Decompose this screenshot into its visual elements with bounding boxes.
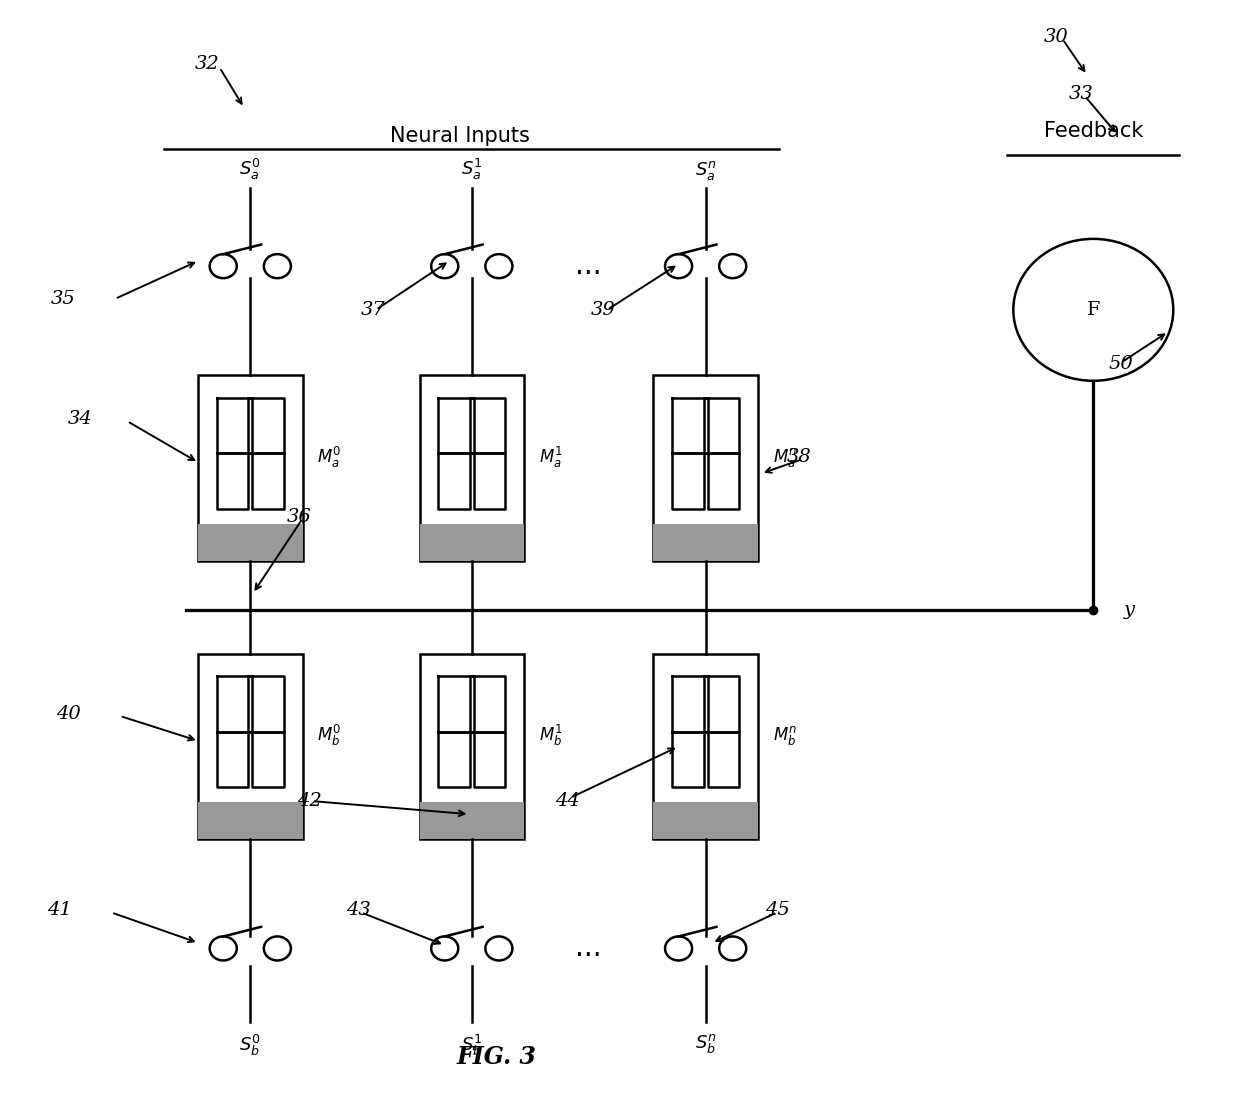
Text: y: y <box>1124 601 1135 619</box>
Text: 50: 50 <box>1108 355 1132 373</box>
Text: 45: 45 <box>764 901 789 920</box>
Text: 41: 41 <box>47 901 72 920</box>
Bar <box>198 524 302 561</box>
Text: $M_b^0$: $M_b^0$ <box>317 723 342 748</box>
Bar <box>653 375 758 561</box>
Text: 44: 44 <box>555 792 580 810</box>
Text: 32: 32 <box>195 55 219 74</box>
Text: $M_a^n$: $M_a^n$ <box>773 446 797 469</box>
Text: $M_a^0$: $M_a^0$ <box>317 444 342 470</box>
Text: $S_a^0$: $S_a^0$ <box>239 157 261 183</box>
Text: ...: ... <box>575 935 602 962</box>
Text: 37: 37 <box>361 300 385 319</box>
Bar <box>653 802 758 839</box>
Text: 36: 36 <box>287 508 312 526</box>
Text: $M_a^1$: $M_a^1$ <box>539 444 563 470</box>
Text: 30: 30 <box>1044 28 1069 46</box>
Text: ...: ... <box>575 252 602 280</box>
Text: Feedback: Feedback <box>1043 121 1144 141</box>
Text: 33: 33 <box>1069 85 1094 102</box>
Text: 38: 38 <box>787 448 812 466</box>
Bar <box>198 653 302 839</box>
Bar <box>198 802 302 839</box>
Text: $M_b^1$: $M_b^1$ <box>539 723 563 748</box>
Text: $S_a^n$: $S_a^n$ <box>695 160 716 183</box>
Text: $S_b^1$: $S_b^1$ <box>461 1033 482 1058</box>
Text: 39: 39 <box>591 300 616 319</box>
Text: $S_b^0$: $S_b^0$ <box>239 1033 261 1058</box>
Bar <box>653 524 758 561</box>
Text: 34: 34 <box>68 410 93 428</box>
Text: 43: 43 <box>346 901 370 920</box>
Text: $S_a^1$: $S_a^1$ <box>461 157 482 183</box>
Bar <box>198 375 302 561</box>
Text: 42: 42 <box>297 792 322 810</box>
Text: 35: 35 <box>51 290 76 308</box>
Text: F: F <box>1087 300 1100 319</box>
Text: 40: 40 <box>56 705 81 723</box>
Bar <box>420 653 524 839</box>
Text: $M_b^n$: $M_b^n$ <box>773 724 797 747</box>
Text: Neural Inputs: Neural Inputs <box>389 126 529 146</box>
Text: $S_b^n$: $S_b^n$ <box>695 1033 716 1056</box>
Bar <box>420 802 524 839</box>
Bar <box>420 524 524 561</box>
Bar <box>653 653 758 839</box>
Text: FIG. 3: FIG. 3 <box>456 1045 536 1068</box>
Bar <box>420 375 524 561</box>
